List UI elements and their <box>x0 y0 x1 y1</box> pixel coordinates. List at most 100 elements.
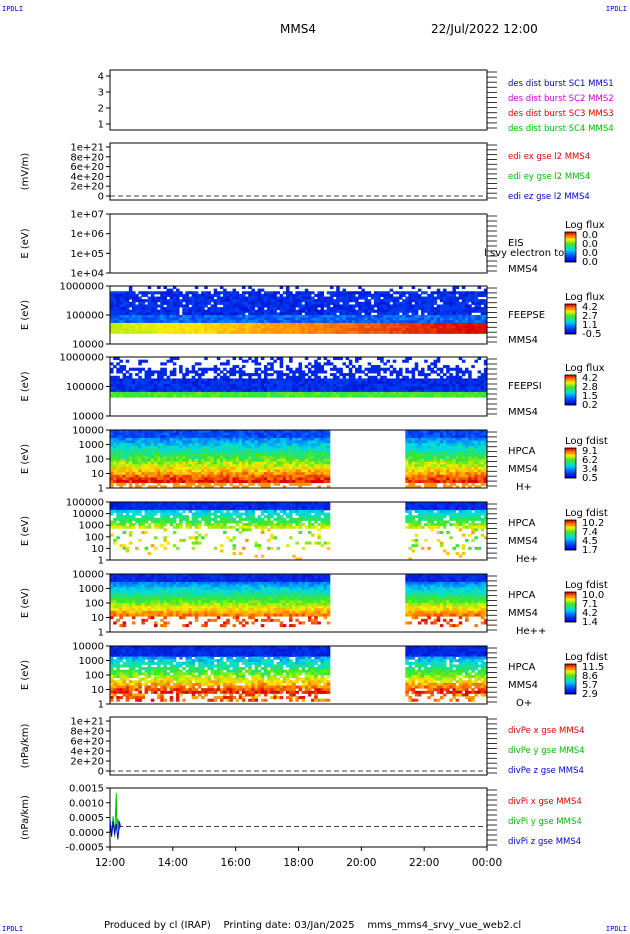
ytick-label-divpe-5: 0 <box>98 767 104 778</box>
footer-filename: mms_mms4_srvy_vue_web2.cl <box>367 920 522 931</box>
instrument-label-hpca-h-0: HPCA <box>508 446 536 457</box>
colorbar-tick-hpca-he-1: 7.4 <box>582 527 598 538</box>
ytick-label-hpca-he-4: 10 <box>91 544 104 555</box>
colorbar-tick-hpca-he-2: 4.5 <box>582 536 598 547</box>
footer-produced: Produced by cl (IRAP) <box>104 920 211 931</box>
ytick-label-feeps-e-0: 1000000 <box>59 282 104 293</box>
instrument-label-eis-1: MMS4 <box>508 264 538 275</box>
colorbar-title-hpca-he2: Log fdist <box>565 580 608 591</box>
colorbar-hpca-he2 <box>564 591 577 623</box>
colorbar-tick-feeps-e-3: -0.5 <box>582 329 602 340</box>
colorbar-tick-hpca-he2-3: 1.4 <box>582 617 598 628</box>
ytick-label-eis-3: 1e+04 <box>70 269 104 280</box>
corner-label-br: IPDLI <box>605 925 627 933</box>
ytick-label-hpca-he2-2: 100 <box>85 599 104 610</box>
ytick-label-hpca-he-5: 1 <box>98 556 104 567</box>
colorbar-tick-hpca-o-1: 8.6 <box>582 671 598 682</box>
ytick-label-des-dist-burst-0: 4 <box>98 72 104 83</box>
colorbar-tick-hpca-he2-2: 4.2 <box>582 608 598 619</box>
spectrogram-feeps-e <box>110 286 488 334</box>
ytick-label-hpca-o-2: 100 <box>85 671 104 682</box>
ytick-label-divpi-2: 0.0005 <box>69 813 104 824</box>
ylabel-feeps-e: E (eV) <box>20 300 31 330</box>
legend-des-dist-burst-2: des dist burst SC3 MMS3 <box>508 109 614 119</box>
ytick-label-eis-0: 1e+07 <box>70 210 104 221</box>
ytick-label-hpca-he2-1: 1000 <box>79 584 104 595</box>
colorbar-title-eis: Log flux <box>565 220 605 231</box>
ytick-label-divpe-3: 4e+20 <box>70 747 104 758</box>
legend-divpe-2: divPe z gse MMS4 <box>508 766 584 776</box>
panel-frame-divpe <box>109 716 488 776</box>
ylabel-hpca-he: E (eV) <box>20 516 31 546</box>
panel-frame-eis <box>109 213 488 274</box>
ytick-label-edi-e-gse-5: 0 <box>98 192 104 203</box>
instrument-label-feeps-e-1: MMS4 <box>508 335 538 346</box>
ytick-label-divpi-0: 0.0015 <box>69 784 104 795</box>
colorbar-tick-hpca-o-3: 2.9 <box>582 689 598 700</box>
colorbar-tick-hpca-h-1: 6.2 <box>582 455 598 466</box>
colorbar-hpca-o <box>564 663 577 695</box>
ytick-label-eis-1: 1e+06 <box>70 229 104 240</box>
legend-divpi-2: divPi z gse MMS4 <box>508 837 581 847</box>
colorbar-hpca-h <box>564 447 577 479</box>
colorbar-tick-hpca-he-3: 1.7 <box>582 545 598 556</box>
colorbar-title-feeps-e: Log flux <box>565 292 605 303</box>
ytick-label-hpca-h-4: 1 <box>98 484 104 495</box>
instrument-label-hpca-o-2: O+ <box>516 698 532 709</box>
colorbar-tick-eis-2: 0.0 <box>582 248 598 259</box>
ylabel-eis: E (eV) <box>20 228 31 258</box>
ytick-label-des-dist-burst-3: 1 <box>98 120 104 131</box>
ytick-label-divpe-4: 2e+20 <box>70 757 104 768</box>
spectrogram-hpca-o <box>110 646 488 702</box>
panel-frame-divpi <box>109 787 488 848</box>
panel-frame-des-dist-burst <box>109 69 488 131</box>
ylabel-hpca-h: E (eV) <box>20 444 31 474</box>
ytick-label-edi-e-gse-2: 6e+20 <box>70 162 104 173</box>
ytick-label-hpca-o-1: 1000 <box>79 656 104 667</box>
legend-edi-e-gse-0: edi ex gse l2 MMS4 <box>508 152 590 162</box>
panel-frame-edi-e-gse <box>109 142 488 201</box>
ytick-label-hpca-o-4: 1 <box>98 700 104 711</box>
ytick-label-hpca-h-3: 10 <box>91 469 104 480</box>
legend-edi-e-gse-2: edi ez gse l2 MMS4 <box>508 192 590 202</box>
colorbar-tick-eis-3: 0.0 <box>582 257 598 268</box>
colorbar-tick-hpca-he-0: 10.2 <box>582 518 604 529</box>
instrument-label-hpca-he2-0: HPCA <box>508 590 536 601</box>
datetime-title: 22/Jul/2022 12:00 <box>431 22 538 36</box>
ylabel-feeps-i: E (eV) <box>20 371 31 401</box>
legend-des-dist-burst-1: des dist burst SC2 MMS2 <box>508 94 614 104</box>
ytick-label-feeps-e-1: 100000 <box>66 311 104 322</box>
colorbar-tick-feeps-i-2: 1.5 <box>582 391 598 402</box>
ytick-label-divpe-2: 6e+20 <box>70 737 104 748</box>
instrument-label-hpca-h-1: MMS4 <box>508 464 538 475</box>
footer: Produced by cl (IRAP) Printing date: 03/… <box>104 920 521 931</box>
instrument-label-hpca-he2-2: He++ <box>516 626 546 637</box>
ytick-label-edi-e-gse-4: 2e+20 <box>70 182 104 193</box>
instrument-label-hpca-he-1: MMS4 <box>508 536 538 547</box>
ytick-label-des-dist-burst-1: 3 <box>98 88 104 99</box>
legend-edi-e-gse-1: edi ey gse l2 MMS4 <box>508 172 590 182</box>
colorbar-title-hpca-h: Log fdist <box>565 436 608 447</box>
ytick-label-edi-e-gse-0: 1e+21 <box>70 143 104 154</box>
ytick-label-feeps-i-0: 1000000 <box>59 353 104 364</box>
ytick-label-hpca-he-1: 10000 <box>72 509 104 520</box>
colorbar-feeps-e <box>564 303 577 335</box>
legend-divpe-1: divPe y gse MMS4 <box>508 746 585 756</box>
ytick-label-hpca-he-3: 100 <box>85 532 104 543</box>
xtick-label-6: 00:00 <box>472 857 502 869</box>
colorbar-tick-feeps-i-3: 0.2 <box>582 400 598 411</box>
ytick-label-eis-2: 1e+05 <box>70 249 104 260</box>
ytick-label-divpe-1: 8e+20 <box>70 727 104 738</box>
colorbar-tick-feeps-i-1: 2.8 <box>582 382 598 393</box>
ytick-label-edi-e-gse-1: 8e+20 <box>70 152 104 163</box>
colorbar-tick-hpca-h-3: 0.5 <box>582 473 598 484</box>
ytick-label-hpca-h-2: 100 <box>85 455 104 466</box>
ylabel-hpca-he2: E (eV) <box>20 588 31 618</box>
ytick-label-divpi-3: 0.0000 <box>69 828 104 839</box>
instrument-label-feeps-i-1: MMS4 <box>508 407 538 418</box>
instrument-label-eis-0: EIS <box>508 238 524 249</box>
ytick-label-divpi-4: -0.0005 <box>65 843 104 854</box>
spectrogram-feeps-i <box>110 357 488 398</box>
colorbar-tick-hpca-he2-0: 10.0 <box>582 590 604 601</box>
